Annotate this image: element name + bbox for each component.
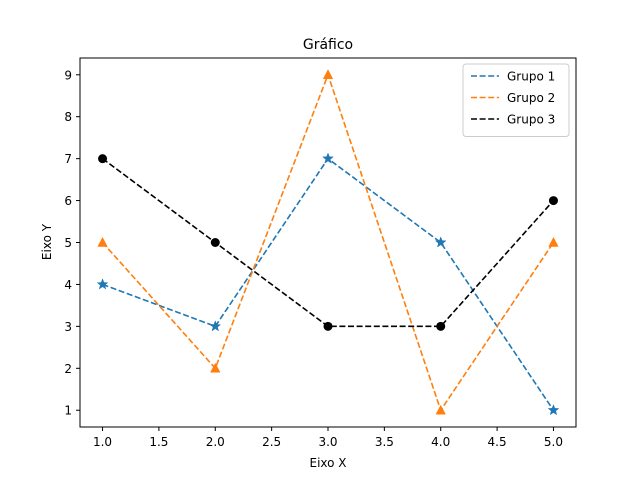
series-2-point xyxy=(548,236,559,247)
series-3-point xyxy=(323,321,333,331)
x-tick-label: 2.0 xyxy=(206,435,225,449)
y-tick-label: 3 xyxy=(64,320,72,334)
series-2-point xyxy=(322,69,334,80)
legend-label-3: Grupo 3 xyxy=(507,113,555,127)
y-tick-label: 7 xyxy=(64,152,72,166)
series-1-point xyxy=(209,320,222,332)
series-3-point xyxy=(548,196,558,206)
y-tick-label: 2 xyxy=(64,362,72,376)
x-axis-ticks: 1.0 1.5 2.0 2.5 3.0 3.5 4.0 4.5 5.0 xyxy=(93,427,563,449)
x-tick-label: 4.5 xyxy=(488,435,507,449)
x-tick-label: 4.0 xyxy=(431,435,450,449)
y-axis-label: Eixo Y xyxy=(40,223,54,260)
x-axis-label: Eixo X xyxy=(309,456,346,470)
series-1-point xyxy=(96,278,109,290)
legend-label-1: Grupo 1 xyxy=(507,70,555,84)
x-tick-label: 5.0 xyxy=(544,435,563,449)
series-1-point xyxy=(434,236,447,248)
y-tick-label: 8 xyxy=(64,110,72,124)
series-3-point xyxy=(436,321,446,331)
y-tick-label: 4 xyxy=(64,278,72,292)
x-tick-label: 1.0 xyxy=(93,435,112,449)
series-2-point xyxy=(435,404,446,415)
y-axis-ticks: 1 2 3 4 5 6 7 8 9 xyxy=(64,68,80,418)
series-2-point xyxy=(210,362,221,373)
plot-area xyxy=(96,69,560,416)
legend-label-2: Grupo 2 xyxy=(507,91,555,105)
x-tick-label: 2.5 xyxy=(262,435,281,449)
x-tick-label: 3.0 xyxy=(318,435,337,449)
series-2-point xyxy=(97,236,108,247)
series-3-point xyxy=(98,154,108,164)
y-tick-label: 1 xyxy=(64,404,72,418)
y-tick-label: 5 xyxy=(64,236,72,250)
y-tick-label: 9 xyxy=(64,68,72,82)
x-tick-label: 3.5 xyxy=(375,435,394,449)
chart-title: Gráfico xyxy=(303,37,353,53)
y-tick-label: 6 xyxy=(64,194,72,208)
series-1-point xyxy=(322,152,334,164)
x-tick-label: 1.5 xyxy=(149,435,168,449)
series-1-point xyxy=(547,404,560,416)
legend: Grupo 1 Grupo 2 Grupo 3 xyxy=(462,63,570,137)
series-3-point xyxy=(210,238,220,247)
